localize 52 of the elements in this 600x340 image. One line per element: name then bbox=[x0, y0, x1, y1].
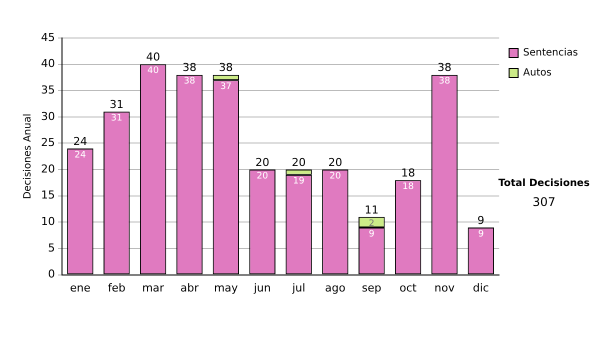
x-tick-label: oct bbox=[400, 281, 418, 294]
total-label: 18 bbox=[401, 166, 416, 180]
data-label: 18 bbox=[402, 182, 414, 192]
data-label: 9 bbox=[368, 229, 375, 240]
legend-label: Autos bbox=[523, 68, 552, 79]
total-label: 20 bbox=[292, 156, 306, 169]
data-label: 20 bbox=[256, 171, 268, 182]
total-label: 38 bbox=[437, 61, 452, 74]
y-tick-label: 5 bbox=[48, 241, 55, 254]
y-tick-label: 30 bbox=[40, 110, 55, 123]
x-tick-label: nov bbox=[434, 281, 456, 294]
total-label: 20 bbox=[328, 156, 342, 169]
x-tick-label: sep bbox=[362, 281, 382, 294]
data-label: 38 bbox=[438, 76, 450, 87]
x-tick-label: abr bbox=[180, 281, 200, 294]
x-tick-label: jun bbox=[252, 281, 271, 294]
x-tick-label: may bbox=[214, 281, 238, 294]
total-label: 11 bbox=[364, 203, 379, 216]
y-tick-label: 25 bbox=[40, 136, 55, 150]
y-tick-label: 40 bbox=[40, 57, 55, 70]
legend-label: Sentencias bbox=[523, 48, 578, 59]
data-label: 20 bbox=[329, 171, 342, 182]
annotation: Total Decisiones bbox=[497, 178, 591, 189]
y-tick-label: 0 bbox=[48, 268, 55, 281]
x-tick-label: ago bbox=[324, 281, 346, 294]
data-label: 31 bbox=[110, 114, 122, 124]
x-tick-label: feb bbox=[108, 281, 126, 294]
y-axis-title: Decisiones Anual bbox=[22, 114, 34, 200]
text: 307 bbox=[532, 195, 556, 209]
data-label: 19 bbox=[293, 176, 305, 187]
y-tick-label: 15 bbox=[40, 188, 55, 202]
y-tick-label: 45 bbox=[40, 30, 55, 44]
data-label: 38 bbox=[184, 76, 196, 87]
total-label: 38 bbox=[218, 61, 233, 74]
x-tick-label: jul bbox=[291, 281, 306, 294]
data-label: 9 bbox=[478, 229, 484, 240]
y-tick-label: 35 bbox=[40, 83, 55, 96]
y-tick-label: 20 bbox=[40, 162, 55, 176]
total-label: 9 bbox=[477, 214, 484, 227]
data-label: 2 bbox=[368, 218, 375, 229]
x-tick-label: dic bbox=[472, 281, 489, 294]
x-tick-label: mar bbox=[142, 281, 165, 294]
data-label: 40 bbox=[147, 66, 160, 76]
x-tick-label: ene bbox=[70, 281, 91, 294]
data-label: 37 bbox=[220, 82, 232, 92]
total-label: 40 bbox=[146, 50, 160, 64]
y-tick-label: 10 bbox=[40, 215, 55, 228]
total-label: 31 bbox=[110, 98, 124, 112]
total-label: 38 bbox=[182, 61, 196, 74]
total-label: 24 bbox=[73, 134, 88, 148]
data-label: 24 bbox=[74, 150, 86, 160]
total-label: 20 bbox=[255, 156, 270, 169]
